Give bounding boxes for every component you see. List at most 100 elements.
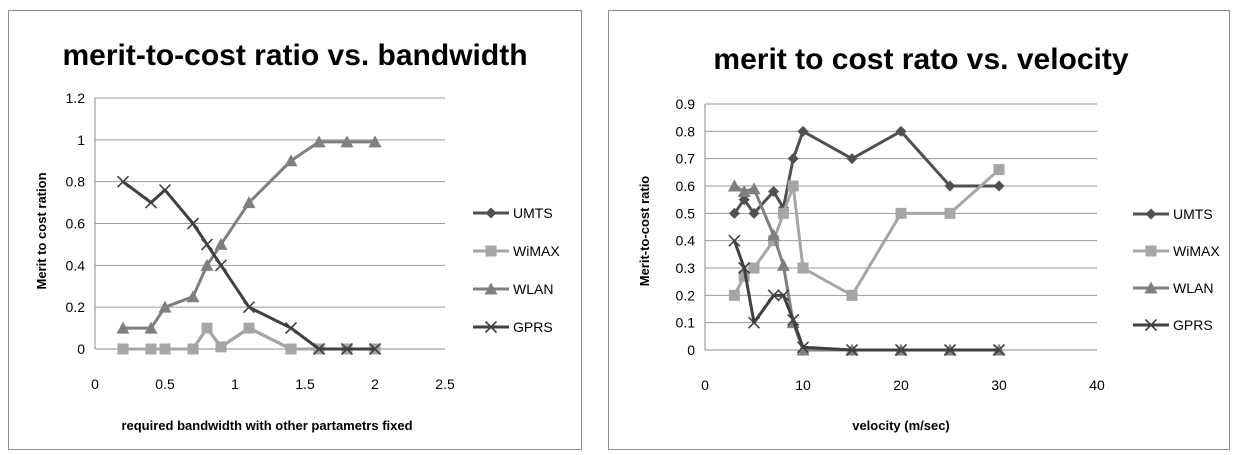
data-point-wimax: [243, 322, 255, 334]
data-point-gprs: [340, 342, 354, 356]
x-tick-label: 1.5: [295, 376, 315, 392]
data-point-gprs: [144, 196, 158, 209]
legend-entry: UMTS: [473, 205, 553, 221]
y-tick-label: 0: [687, 342, 695, 358]
data-point-umts: [728, 207, 740, 219]
legend-marker: [485, 207, 497, 219]
data-point-wimax: [748, 262, 760, 274]
y-tick-label: 0.8: [66, 174, 86, 190]
data-point-wimax: [797, 262, 809, 274]
data-point-wlan: [796, 343, 810, 356]
data-point-umts: [895, 125, 907, 137]
legend-label: WiMAX: [513, 243, 560, 259]
data-point-wlan: [776, 258, 790, 271]
data-point-wimax: [117, 343, 129, 355]
x-tick-label: 10: [795, 377, 811, 393]
data-point-wimax: [895, 207, 907, 219]
x-tick-label: 2.5: [435, 376, 455, 392]
legend-label: UMTS: [513, 205, 553, 221]
legend-marker: [485, 245, 497, 257]
legend-marker: [1144, 281, 1158, 294]
data-point-wlan: [368, 135, 382, 148]
data-point-gprs: [200, 238, 214, 251]
x-axis-title: velocity (m/sec): [852, 418, 950, 433]
data-point-wimax: [187, 343, 199, 355]
data-point-wimax: [145, 343, 157, 355]
chart-panel-velocity: merit to cost rato vs. velocity Merit-to…: [608, 10, 1230, 450]
data-point-wlan: [727, 179, 741, 192]
x-tick-label: 0.5: [155, 376, 175, 392]
data-point-gprs: [242, 301, 256, 314]
data-point-wimax: [944, 207, 956, 219]
data-point-gprs: [116, 175, 130, 188]
legend-marker: [1144, 318, 1158, 332]
legend-marker: [484, 282, 498, 295]
legend-label: GPRS: [1173, 317, 1213, 333]
data-point-wlan: [214, 237, 228, 250]
data-point-gprs: [368, 342, 382, 356]
y-tick-label: 0.9: [676, 96, 696, 112]
y-tick-label: 0.2: [66, 299, 86, 315]
chart-panel-bandwidth: merit-to-cost ratio vs. bandwidth Merit …: [8, 10, 582, 450]
y-tick-label: 0.2: [676, 287, 696, 303]
y-axis-title: Merit to cost ration: [34, 172, 49, 289]
data-point-gprs: [943, 343, 957, 357]
data-point-wimax: [846, 289, 858, 301]
data-point-wimax: [285, 343, 297, 355]
data-point-wlan: [284, 154, 298, 167]
legend-entry: GPRS: [473, 319, 553, 335]
legend-entry: WiMAX: [1133, 243, 1220, 259]
x-tick-label: 0: [91, 376, 99, 392]
data-point-umts: [768, 185, 780, 197]
legend-entry: WLAN: [1133, 280, 1213, 296]
data-point-umts: [748, 207, 760, 219]
x-tick-label: 40: [1089, 377, 1105, 393]
data-point-gprs: [787, 313, 800, 326]
y-tick-label: 0.4: [66, 257, 86, 273]
data-point-wlan: [340, 135, 354, 148]
data-point-gprs: [747, 316, 761, 329]
data-point-wimax: [159, 343, 171, 355]
legend-label: WLAN: [513, 281, 553, 297]
data-point-gprs: [738, 261, 751, 275]
data-point-gprs: [845, 343, 859, 357]
data-point-wlan: [747, 182, 761, 195]
legend-entry: WLAN: [473, 281, 553, 297]
data-point-wlan: [767, 228, 781, 241]
data-point-wimax: [215, 341, 227, 353]
chart-title: merit to cost rato vs. velocity: [713, 43, 1128, 76]
x-tick-label: 2: [371, 376, 379, 392]
data-point-wlan: [737, 184, 751, 197]
data-point-gprs: [894, 343, 908, 357]
x-tick-label: 20: [893, 377, 909, 393]
data-point-wimax: [728, 289, 740, 301]
data-point-gprs: [728, 234, 741, 247]
y-tick-label: 1.2: [66, 90, 86, 106]
data-point-gprs: [767, 289, 780, 302]
legend-label: GPRS: [513, 319, 553, 335]
y-tick-label: 1: [77, 132, 85, 148]
data-point-wlan: [116, 321, 130, 334]
data-point-wimax: [201, 322, 213, 334]
data-point-wimax: [787, 180, 799, 192]
x-axis-title: required bandwidth with other partametrs…: [121, 418, 412, 433]
legend-entry: WiMAX: [473, 243, 560, 259]
legend-marker: [1145, 245, 1157, 257]
series-line-umts: [733, 129, 999, 215]
data-point-umts: [993, 180, 1005, 192]
data-point-gprs: [158, 183, 172, 197]
data-point-umts: [797, 125, 809, 137]
legend-label: WiMAX: [1173, 243, 1220, 259]
y-tick-label: 0.3: [676, 260, 696, 276]
chart-bandwidth: merit-to-cost ratio vs. bandwidth Merit …: [34, 39, 560, 433]
data-point-gprs: [186, 217, 200, 230]
data-point-umts: [944, 180, 956, 192]
x-tick-label: 30: [991, 377, 1007, 393]
data-point-wlan: [312, 135, 326, 148]
y-tick-label: 0.7: [676, 151, 696, 167]
data-point-umts: [846, 153, 858, 165]
y-tick-label: 0.4: [676, 233, 696, 249]
data-point-gprs: [777, 289, 790, 302]
y-tick-label: 0.5: [676, 205, 696, 221]
data-point-gprs: [312, 342, 326, 356]
